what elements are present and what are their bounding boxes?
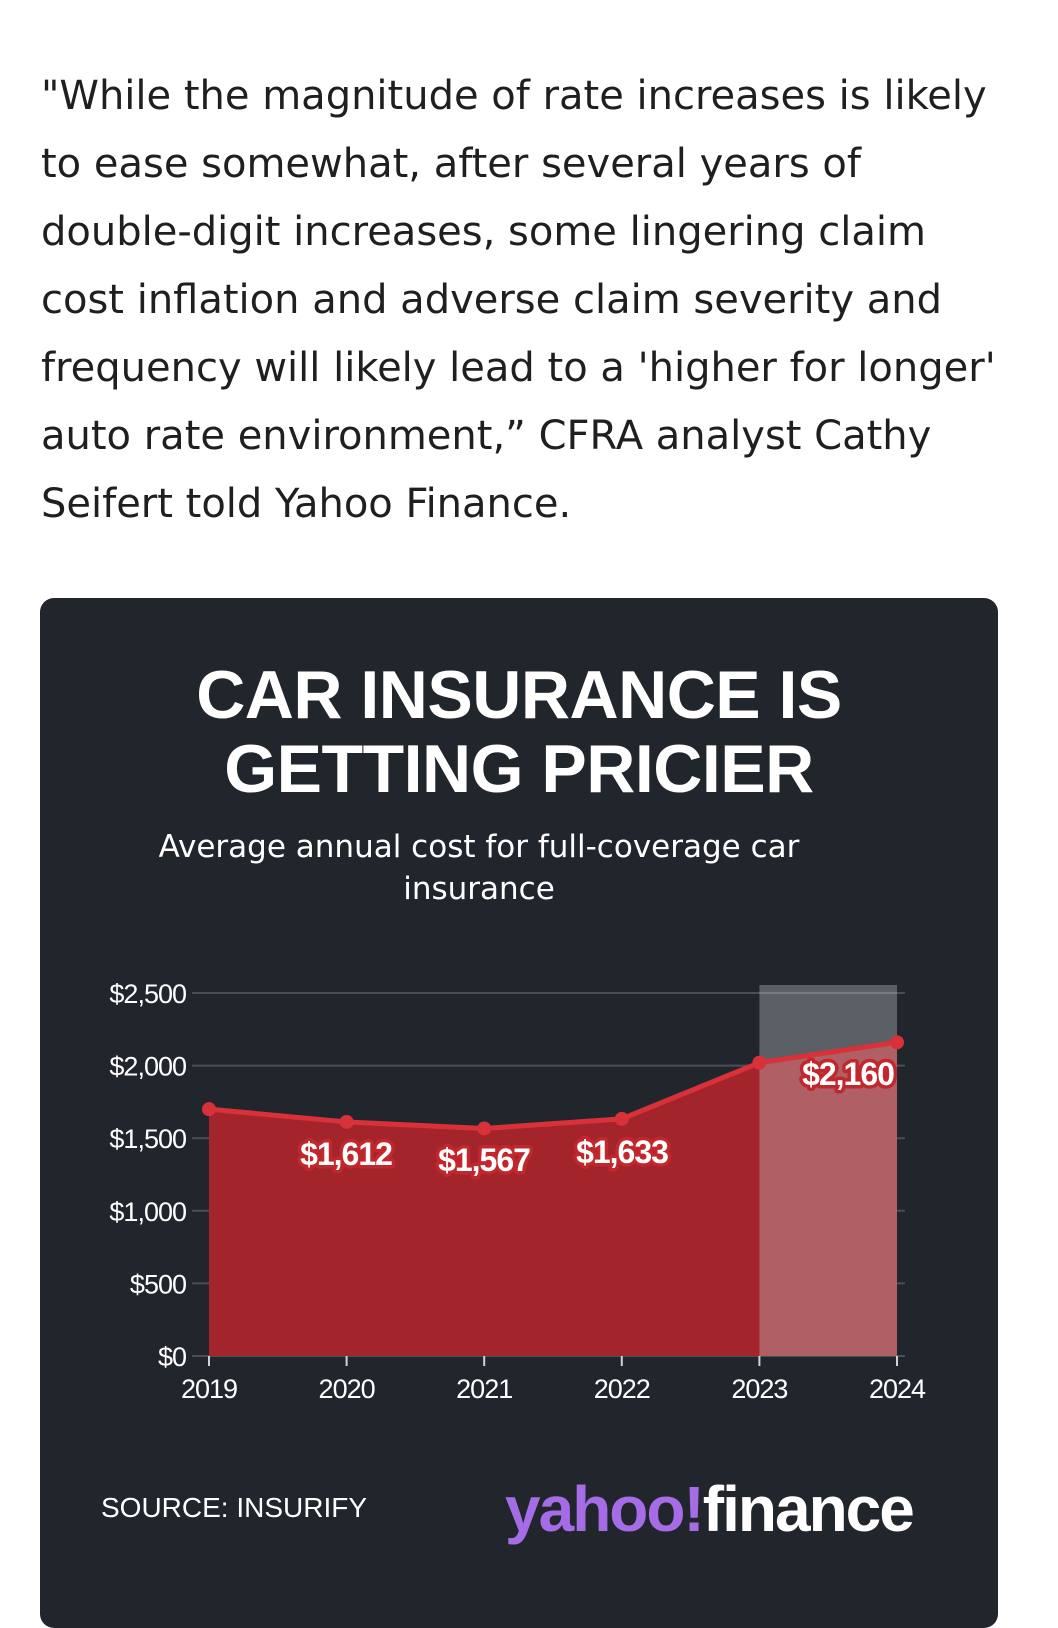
source-note: SOURCE: INSURIFY (101, 1492, 368, 1523)
y-tick-label: $1,500 (109, 1124, 186, 1154)
series-line (208, 1039, 898, 1131)
yahoo-finance-logo: yahoo!finance (505, 1473, 915, 1545)
data-point-2024 (890, 1035, 904, 1050)
y-tick-label: $500 (130, 1269, 186, 1299)
x-tick-label: 2023 (731, 1374, 787, 1404)
chart-title-line1: CAR INSURANCE IS (196, 657, 842, 733)
data-label-2021: $1,567 (438, 1142, 530, 1178)
x-tick-label: 2019 (181, 1374, 237, 1404)
area-fill (209, 1042, 897, 1356)
chart-title: CAR INSURANCE IS GETTING PRICIER (40, 658, 998, 806)
data-point-2019 (202, 1102, 216, 1117)
y-tick-label: $2,000 (109, 1052, 186, 1082)
x-tick-label: 2021 (456, 1374, 512, 1404)
data-point-2022 (614, 1111, 629, 1126)
y-tick-label: $2,500 (109, 979, 186, 1009)
data-label-2024: $2,160 (802, 1056, 894, 1092)
x-tick-label: 2020 (319, 1374, 375, 1404)
x-tick-label: 2024 (869, 1374, 926, 1404)
y-tick-label: $0 (158, 1342, 186, 1372)
x-tick-label: 2022 (594, 1374, 650, 1404)
chart-title-line2: GETTING PRICIER (224, 731, 814, 807)
chart-subtitle: Average annual cost for full-coverage ca… (158, 829, 800, 907)
data-label-2020: $1,612 (300, 1136, 392, 1172)
article-quote: "While the magnitude of rate increases i… (41, 73, 996, 527)
data-point-2021 (477, 1121, 492, 1136)
logo-finance: finance (702, 1473, 915, 1545)
data-point-2020 (339, 1114, 354, 1129)
data-point-2023 (752, 1055, 767, 1070)
highlight-band (759, 985, 897, 1356)
y-tick-label: $1,000 (109, 1197, 186, 1227)
data-label-2022: $1,633 (576, 1134, 668, 1170)
logo-yahoo: yahoo! (505, 1473, 705, 1545)
